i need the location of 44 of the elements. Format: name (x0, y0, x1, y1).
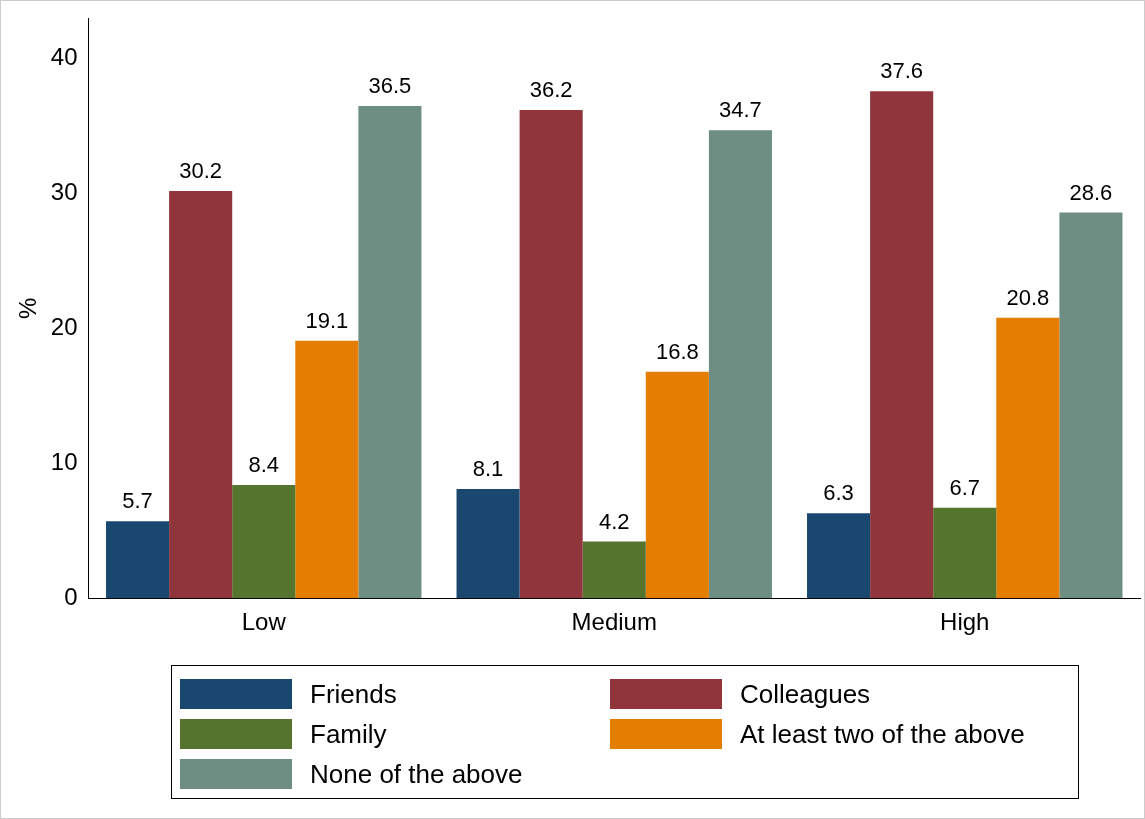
bar (358, 106, 422, 599)
x-tick-label: Medium (571, 608, 657, 636)
y-tick-label: 0 (64, 582, 78, 610)
bar (708, 130, 772, 599)
y-tick-label: 20 (50, 313, 78, 341)
legend-label: None of the above (310, 758, 523, 790)
bar (1059, 212, 1123, 599)
data-label: 28.6 (1069, 179, 1113, 205)
legend-label: At least two of the above (740, 718, 1025, 750)
data-label: 4.2 (598, 508, 630, 534)
data-label: 19.1 (305, 307, 349, 333)
bar (232, 484, 296, 599)
y-tick-label: 40 (50, 43, 78, 71)
data-label: 6.3 (823, 480, 854, 506)
bar (456, 488, 520, 599)
data-label: 16.8 (655, 338, 699, 364)
data-label: 34.7 (719, 97, 762, 123)
data-label: 36.2 (529, 77, 573, 103)
bar (870, 91, 934, 599)
bar (645, 371, 709, 599)
data-label: 6.7 (949, 474, 981, 500)
x-tick-label: High (940, 608, 990, 636)
data-label: 37.6 (880, 58, 924, 84)
bar (169, 190, 233, 599)
legend-label: Friends (310, 678, 397, 710)
y-tick-label: 30 (50, 178, 78, 206)
bar (807, 513, 871, 599)
bar (996, 317, 1060, 599)
data-label: 8.1 (472, 456, 504, 482)
legend-label: Colleagues (740, 678, 871, 710)
data-label: 36.5 (368, 73, 412, 99)
y-axis-title: % (14, 297, 42, 319)
data-label: 5.7 (122, 488, 153, 514)
bar (106, 521, 170, 599)
bar (295, 340, 359, 599)
bar (933, 507, 997, 599)
x-tick-label: Low (241, 608, 287, 636)
bar (582, 541, 646, 599)
data-label: 8.4 (248, 452, 280, 477)
y-tick-label: 10 (50, 447, 78, 475)
legend-label: Family (310, 718, 387, 750)
bar (519, 110, 583, 599)
data-label: 20.8 (1006, 284, 1050, 310)
data-label: 30.2 (179, 158, 223, 184)
